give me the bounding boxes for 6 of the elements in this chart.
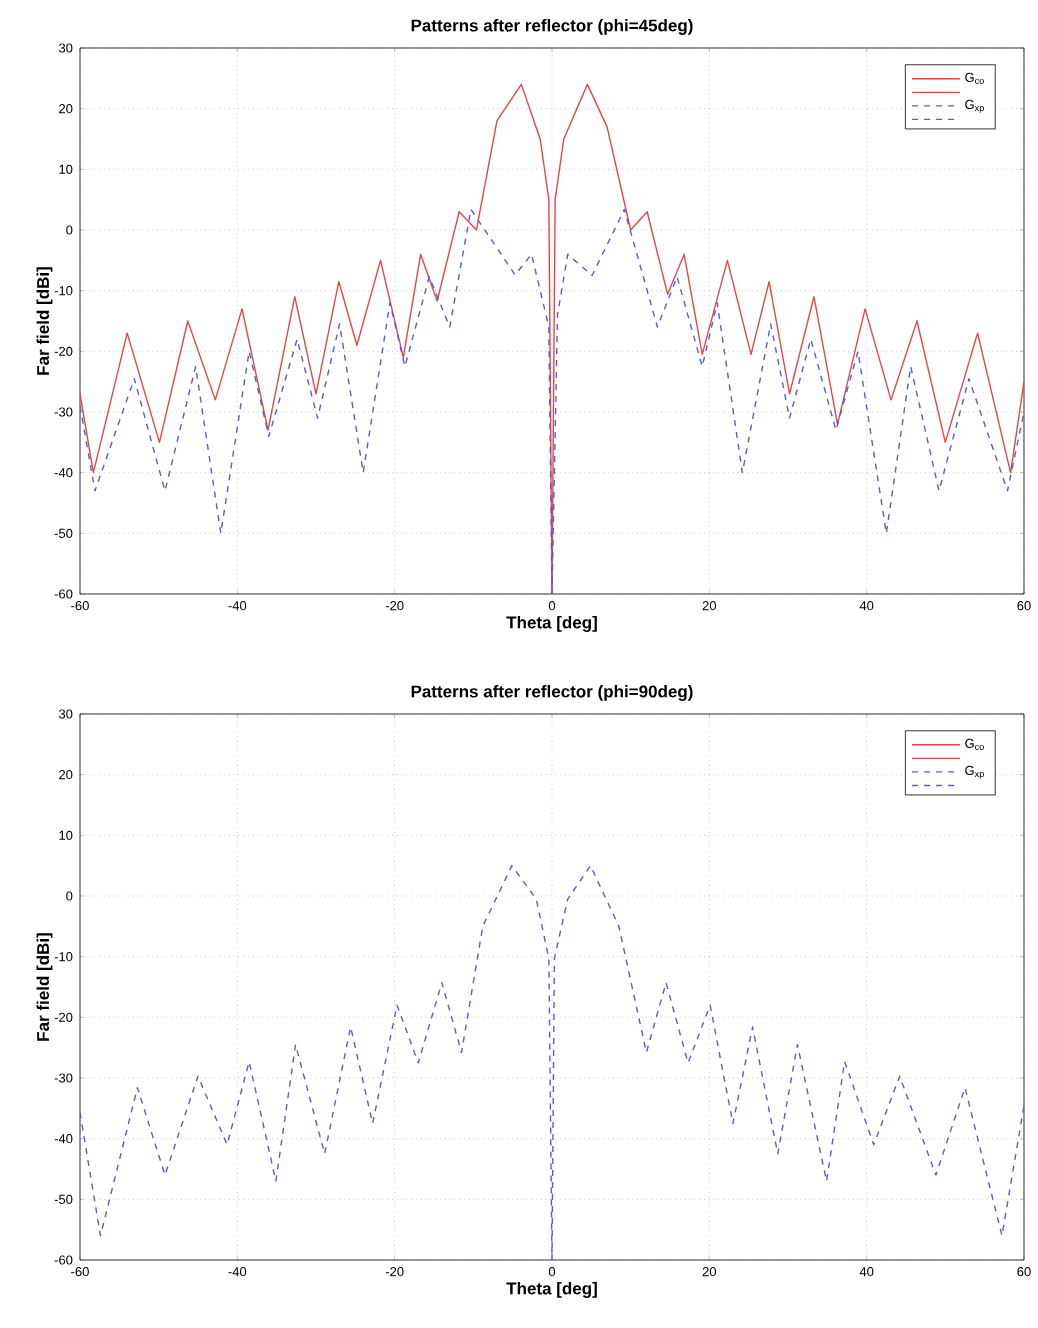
y-axis-title: Far field [dBi]	[36, 267, 53, 375]
x-axis-title: Theta [deg]	[506, 615, 597, 632]
y-axis-title: Far field [dBi]	[36, 933, 53, 1041]
chart-title: Patterns after reflector (phi=45deg)	[411, 19, 693, 35]
x-axis-title: Theta [deg]	[506, 1281, 597, 1298]
chart-title: Patterns after reflector (phi=90deg)	[411, 685, 693, 701]
